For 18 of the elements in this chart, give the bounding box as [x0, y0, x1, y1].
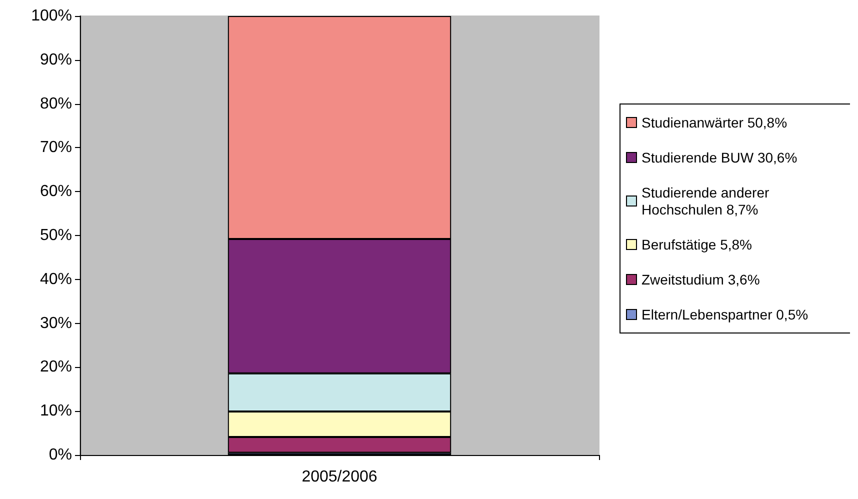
legend-label: Zweitstudium 3,6% [642, 272, 760, 288]
y-tick-label: 70% [40, 139, 72, 156]
legend-label: Studierende anderer Hochschulen 8,7% [642, 184, 774, 218]
y-tick-label: 0% [48, 446, 72, 464]
y-tick-label: 10% [40, 402, 72, 420]
legend-label: Studierende BUW 30,6% [642, 150, 798, 166]
y-tick-label: 40% [40, 270, 72, 288]
legend-label: Berufstätige 5,8% [642, 236, 752, 252]
x-tick-label: 2005/2006 [302, 468, 378, 486]
y-tick-label: 90% [40, 51, 72, 68]
y-tick-label: 80% [40, 95, 72, 112]
legend-label: Eltern/Lebenspartner 0,5% [642, 306, 808, 322]
y-tick-label: 60% [40, 183, 72, 200]
y-tick-label: 20% [40, 358, 72, 376]
y-tick-label: 30% [40, 314, 72, 332]
y-tick-label: 100% [31, 8, 72, 24]
y-tick-label: 50% [40, 227, 72, 244]
legend-label: Studienanwärter 50,8% [642, 114, 788, 130]
